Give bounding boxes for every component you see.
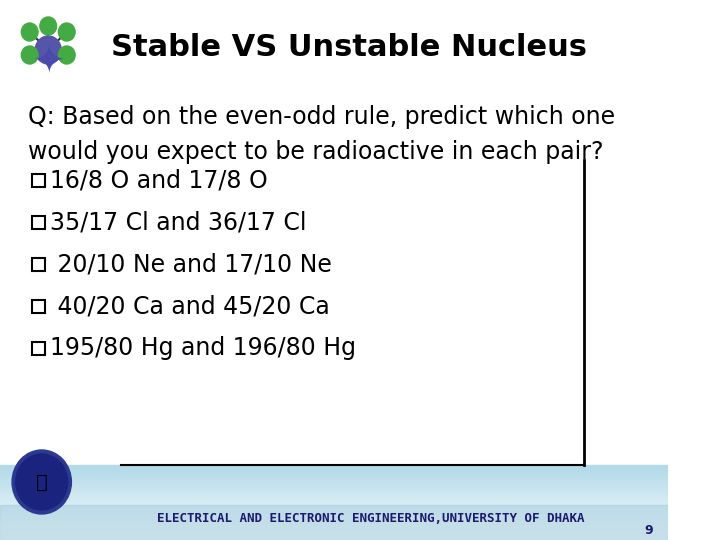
Bar: [0, 527, 667, 529]
Bar: [0, 508, 667, 510]
Bar: [0, 521, 667, 523]
Bar: [0, 525, 667, 527]
Bar: [0, 532, 667, 535]
Bar: [0, 484, 667, 485]
Bar: [0, 531, 667, 532]
Bar: [0, 536, 667, 538]
Bar: [0, 478, 667, 480]
Circle shape: [35, 36, 61, 64]
Bar: [0, 505, 667, 540]
Bar: [32, 258, 45, 271]
Bar: [0, 535, 667, 536]
Bar: [0, 538, 667, 540]
Circle shape: [22, 23, 38, 41]
Text: ✦: ✦: [32, 43, 65, 81]
Text: 20/10 Ne and 17/10 Ne: 20/10 Ne and 17/10 Ne: [50, 252, 332, 276]
Circle shape: [58, 46, 75, 64]
Bar: [0, 493, 667, 495]
Text: 35/17 Cl and 36/17 Cl: 35/17 Cl and 36/17 Cl: [50, 210, 307, 234]
Bar: [0, 519, 667, 521]
Bar: [0, 517, 667, 519]
Bar: [0, 501, 667, 503]
Bar: [32, 341, 45, 354]
Bar: [0, 495, 667, 497]
Bar: [0, 467, 667, 469]
Bar: [0, 504, 667, 507]
Bar: [0, 482, 667, 484]
Text: 9: 9: [645, 523, 653, 537]
Text: 16/8 O and 17/8 O: 16/8 O and 17/8 O: [50, 168, 268, 192]
Bar: [0, 497, 667, 499]
Text: 195/80 Hg and 196/80 Hg: 195/80 Hg and 196/80 Hg: [50, 336, 356, 360]
Bar: [0, 472, 667, 474]
Bar: [0, 469, 667, 471]
Bar: [0, 507, 667, 508]
Bar: [0, 465, 667, 467]
Bar: [0, 516, 667, 517]
Circle shape: [12, 450, 71, 514]
Bar: [0, 476, 667, 478]
Text: 40/20 Ca and 45/20 Ca: 40/20 Ca and 45/20 Ca: [50, 294, 330, 318]
Bar: [0, 510, 667, 512]
Bar: [0, 503, 667, 504]
Bar: [0, 523, 667, 525]
Bar: [32, 300, 45, 313]
Bar: [0, 471, 667, 472]
Text: 🔬: 🔬: [36, 472, 48, 491]
Bar: [0, 491, 667, 493]
Circle shape: [22, 46, 38, 64]
Bar: [32, 173, 45, 186]
Text: ELECTRICAL AND ELECTRONIC ENGINEERING,UNIVERSITY OF DHAKA: ELECTRICAL AND ELECTRONIC ENGINEERING,UN…: [157, 511, 585, 524]
Bar: [0, 514, 667, 516]
Bar: [0, 499, 667, 501]
Bar: [0, 529, 667, 531]
Circle shape: [40, 17, 57, 35]
Bar: [0, 474, 667, 476]
Text: Stable VS Unstable Nucleus: Stable VS Unstable Nucleus: [112, 32, 588, 62]
Bar: [32, 215, 45, 228]
Bar: [0, 520, 667, 540]
Circle shape: [58, 23, 75, 41]
Bar: [0, 485, 667, 488]
Text: Q: Based on the even-odd rule, predict which one
would you expect to be radioact: Q: Based on the even-odd rule, predict w…: [28, 105, 615, 164]
Circle shape: [16, 454, 68, 510]
Bar: [0, 489, 667, 491]
Bar: [0, 480, 667, 482]
Bar: [0, 488, 667, 489]
Bar: [0, 512, 667, 514]
